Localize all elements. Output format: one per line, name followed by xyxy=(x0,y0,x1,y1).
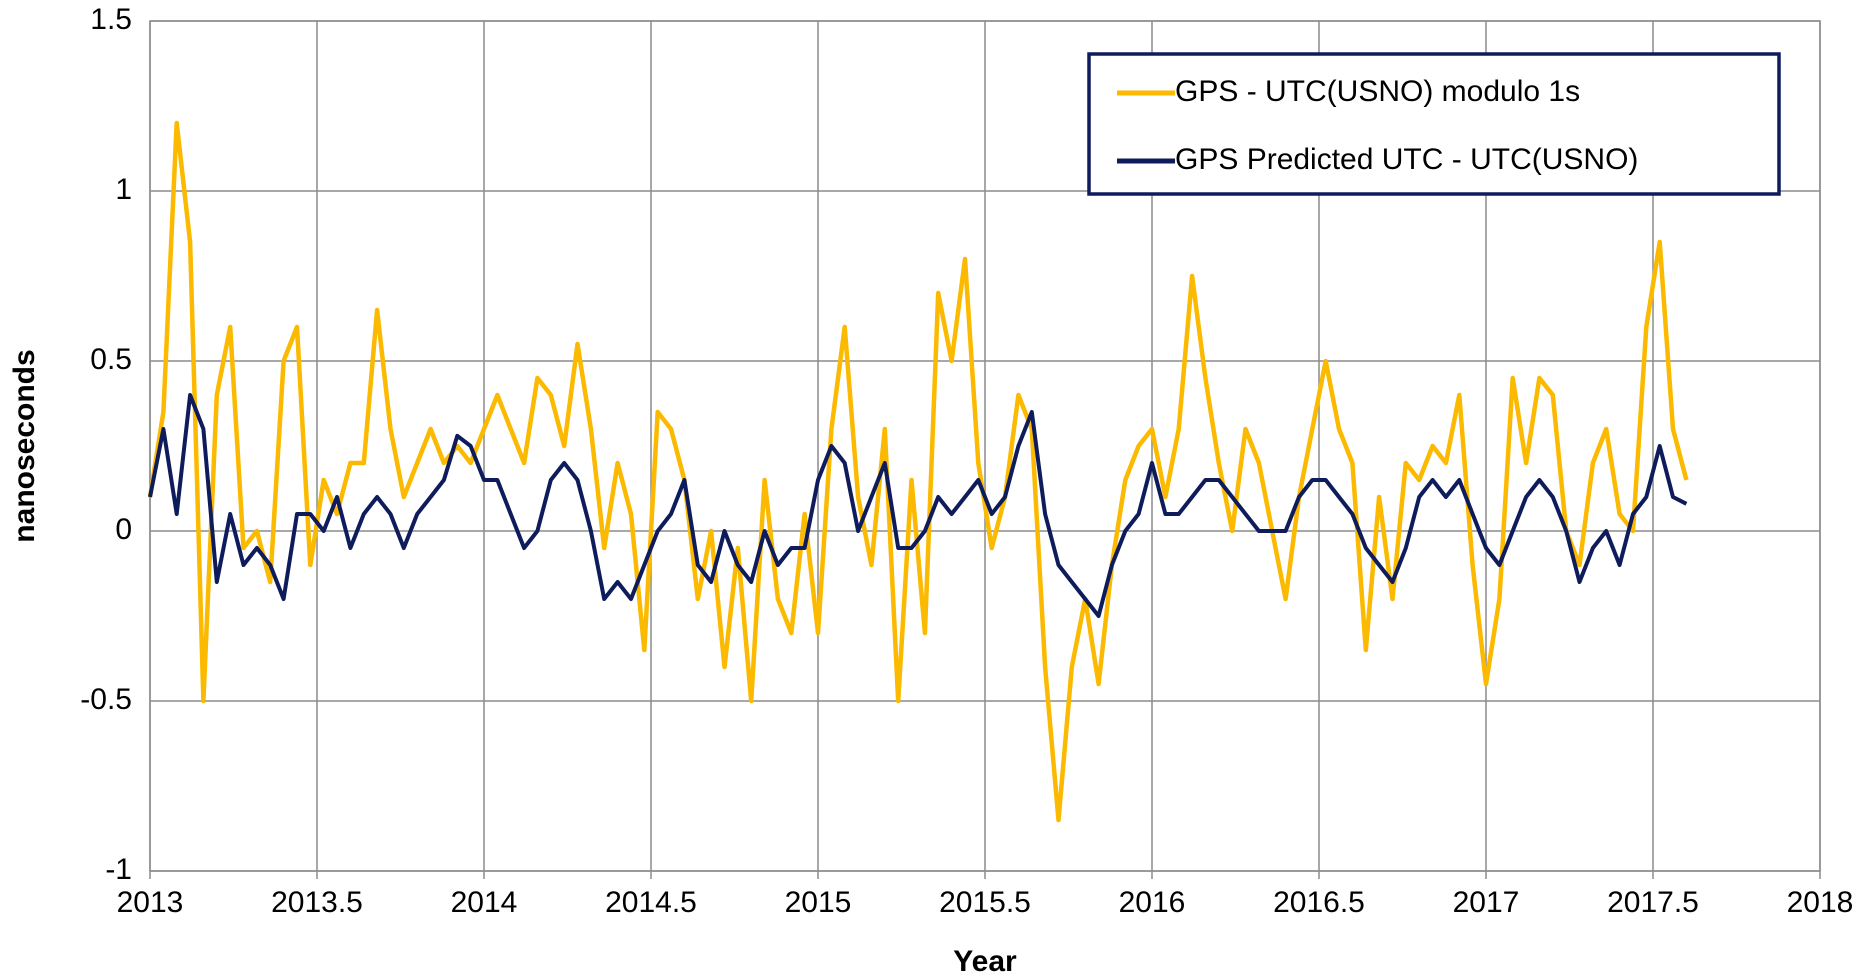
x-tick-label: 2014 xyxy=(451,886,518,919)
x-tick-label: 2013 xyxy=(117,886,184,919)
y-tick-label: 1.5 xyxy=(90,3,132,36)
y-axis-label: nanoseconds xyxy=(8,349,41,542)
y-tick-label: 1 xyxy=(115,173,132,206)
data-line xyxy=(147,120,1689,823)
legend-box xyxy=(1087,52,1781,196)
x-tick-label: 2018 xyxy=(1787,886,1854,919)
y-tick-label: 0.5 xyxy=(90,343,132,376)
x-tick-label: 2014.5 xyxy=(605,886,697,919)
x-tick-label: 2017.5 xyxy=(1607,886,1699,919)
y-tick-label: -1 xyxy=(105,853,132,886)
x-tick-label: 2015.5 xyxy=(939,886,1031,919)
y-tick-label: 0 xyxy=(115,513,132,546)
legend-label: GPS Predicted UTC - UTC(USNO) xyxy=(1175,143,1638,176)
x-tick-label: 2017 xyxy=(1453,886,1520,919)
legend-label: GPS - UTC(USNO) modulo 1s xyxy=(1175,75,1580,108)
x-tick-label: 2013.5 xyxy=(271,886,363,919)
x-axis-label: Year xyxy=(953,945,1017,978)
x-tick-label: 2016.5 xyxy=(1273,886,1365,919)
plot-border xyxy=(149,20,1821,872)
y-tick-label: -0.5 xyxy=(80,683,132,716)
data-line xyxy=(148,393,1688,618)
x-tick-label: 2015 xyxy=(785,886,852,919)
x-tick-label: 2016 xyxy=(1119,886,1186,919)
